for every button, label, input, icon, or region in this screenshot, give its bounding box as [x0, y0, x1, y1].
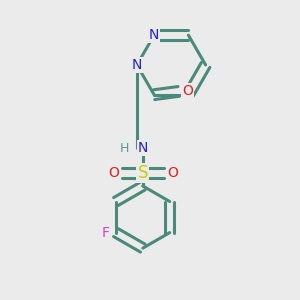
Text: N: N: [149, 28, 159, 42]
Text: N: N: [138, 141, 148, 155]
Text: O: O: [182, 84, 193, 98]
Text: H: H: [120, 142, 129, 155]
Text: O: O: [108, 166, 119, 180]
Text: S: S: [138, 164, 148, 182]
Text: F: F: [101, 226, 110, 240]
Text: O: O: [167, 166, 178, 180]
Text: N: N: [132, 58, 142, 72]
